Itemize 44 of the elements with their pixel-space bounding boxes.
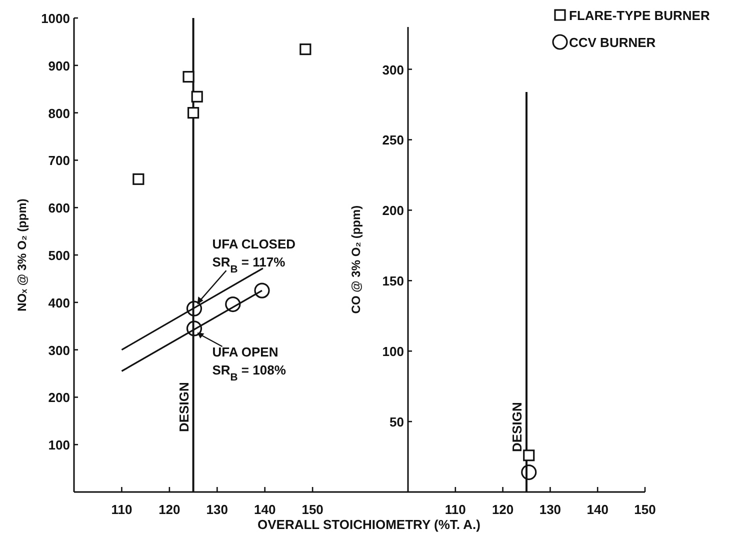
- x-tick-label: 140: [586, 502, 608, 517]
- y-tick-label: 1000: [41, 11, 70, 26]
- point: [182, 70, 194, 83]
- y-tick-label: 200: [48, 390, 70, 406]
- legend-label: FLARE-TYPE BURNER: [569, 8, 710, 23]
- point: [186, 320, 202, 336]
- point: [191, 90, 203, 102]
- x-tick-label: 130: [539, 502, 562, 517]
- x-axis-title: OVERALL STOICHIOMETRY (%T. A.): [258, 517, 480, 532]
- point: [132, 173, 144, 185]
- y-tick-label: 900: [48, 58, 70, 74]
- x-tick-label: 150: [302, 502, 324, 517]
- y-tick-label: 700: [48, 153, 70, 168]
- point: [254, 282, 270, 298]
- annotation: UFA CLOSED SR$_{B}$ = 117%: [212, 236, 296, 276]
- point: [300, 43, 312, 56]
- y-tick-label: 100: [382, 344, 404, 360]
- x-tick-label: 130: [206, 502, 228, 517]
- point: [186, 300, 202, 316]
- y-tick-label: 300: [382, 62, 404, 78]
- y-tick-label: 100: [48, 438, 70, 453]
- point: [225, 296, 241, 312]
- ref-line-label: DESIGN: [510, 402, 524, 452]
- x-tick-label: 110: [111, 502, 132, 517]
- point: [187, 107, 200, 119]
- y-tick-label: 500: [48, 248, 70, 263]
- y-tick-label: 600: [48, 200, 70, 216]
- y-tick-label: 400: [48, 295, 70, 310]
- y-tick-label: 800: [48, 106, 70, 121]
- x-tick-label: 110: [444, 502, 466, 517]
- legend-label: CCV BURNER: [569, 35, 656, 50]
- y-axis-title: CO @ 3% O₂ (ppm): [349, 205, 363, 314]
- y-tick-label: 250: [382, 132, 404, 148]
- y-tick-label: 50: [390, 414, 404, 430]
- x-tick-label: 120: [492, 502, 514, 517]
- y-tick-label: 150: [382, 274, 404, 289]
- x-tick-label: 120: [158, 502, 180, 517]
- annotation: UFA OPEN SR$_{B}$ = 108%: [212, 344, 286, 383]
- x-tick-label: 150: [634, 502, 656, 517]
- y-tick-label: 200: [382, 203, 404, 218]
- y-tick-label: 300: [48, 342, 70, 358]
- ref-line-label: DESIGN: [176, 382, 192, 432]
- y-axis-title: NOₓ @ 3% O₂ (ppm): [15, 198, 29, 312]
- x-tick-label: 140: [254, 502, 276, 517]
